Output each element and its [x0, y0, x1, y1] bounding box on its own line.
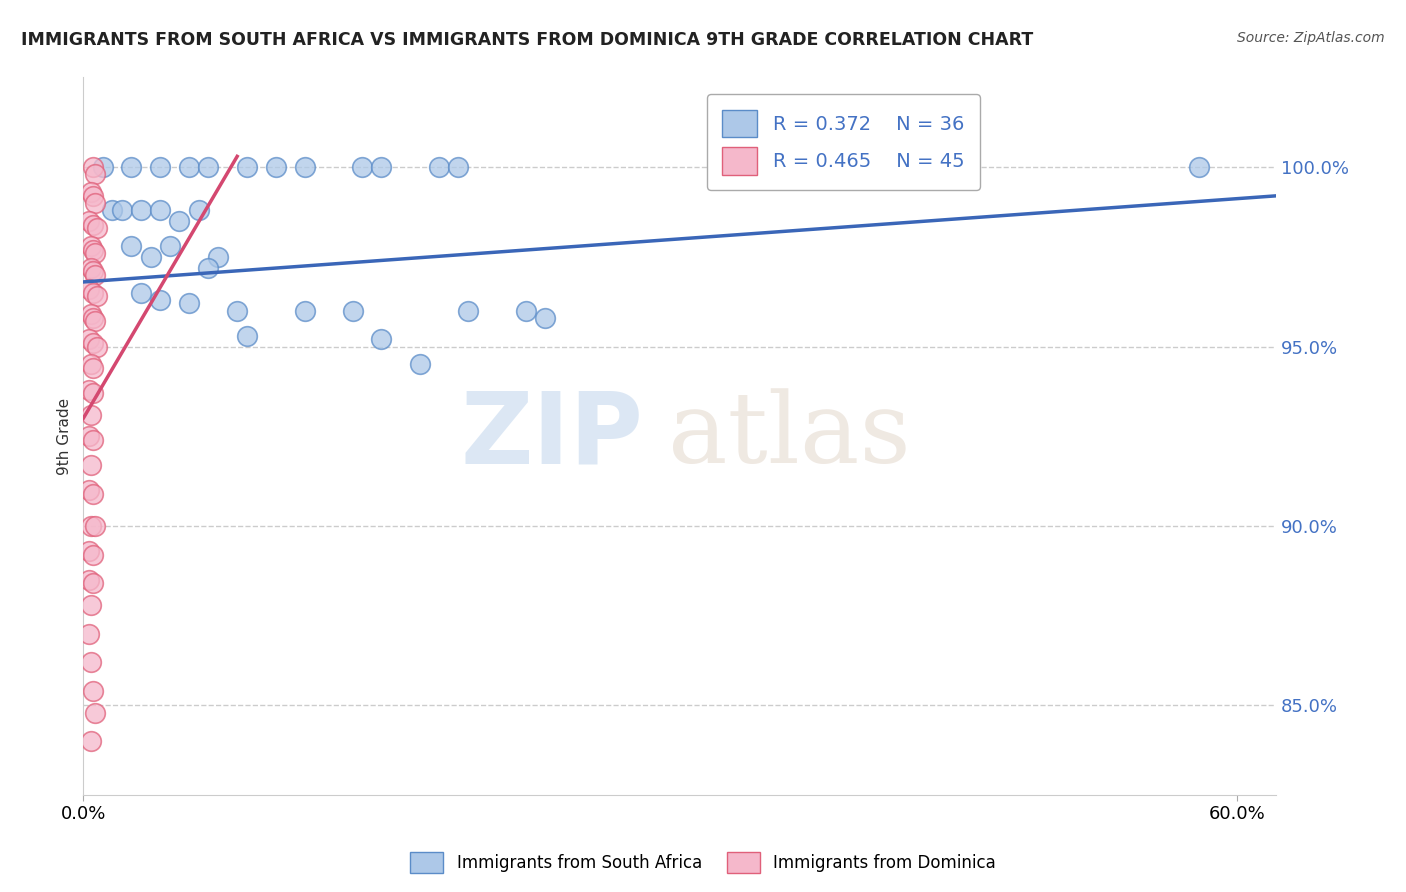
Point	[83, 519, 105, 533]
Point	[177, 160, 200, 174]
Point	[86, 340, 108, 354]
Point	[80, 260, 103, 275]
Point	[82, 218, 104, 232]
Text: atlas: atlas	[668, 388, 911, 484]
Point	[77, 626, 100, 640]
Point	[77, 383, 100, 397]
Point	[197, 260, 219, 275]
Point	[77, 544, 100, 558]
Point	[86, 289, 108, 303]
Point	[80, 655, 103, 669]
Point	[101, 203, 124, 218]
Point	[82, 548, 104, 562]
Point	[77, 214, 100, 228]
Point	[80, 734, 103, 748]
Point	[80, 408, 103, 422]
Point	[294, 303, 316, 318]
Point	[169, 214, 191, 228]
Point	[82, 285, 104, 300]
Point	[77, 573, 100, 587]
Point	[82, 264, 104, 278]
Point	[111, 203, 134, 218]
Point	[294, 160, 316, 174]
Point	[91, 160, 114, 174]
Point	[82, 335, 104, 350]
Point	[83, 167, 105, 181]
Point	[83, 706, 105, 720]
Point	[82, 684, 104, 698]
Point	[342, 303, 364, 318]
Legend: R = 0.372    N = 36, R = 0.465    N = 45: R = 0.372 N = 36, R = 0.465 N = 45	[707, 95, 980, 190]
Point	[80, 358, 103, 372]
Point	[236, 328, 259, 343]
Point	[120, 239, 142, 253]
Point	[80, 458, 103, 472]
Point	[80, 186, 103, 200]
Point	[83, 314, 105, 328]
Point	[83, 268, 105, 282]
Point	[80, 598, 103, 612]
Point	[77, 332, 100, 346]
Point	[534, 310, 557, 325]
Text: Source: ZipAtlas.com: Source: ZipAtlas.com	[1237, 31, 1385, 45]
Point	[515, 303, 537, 318]
Point	[149, 160, 172, 174]
Point	[352, 160, 374, 174]
Point	[129, 285, 152, 300]
Point	[236, 160, 259, 174]
Point	[82, 361, 104, 376]
Text: ZIP: ZIP	[461, 388, 644, 484]
Point	[82, 310, 104, 325]
Point	[207, 250, 229, 264]
Point	[80, 239, 103, 253]
Legend: Immigrants from South Africa, Immigrants from Dominica: Immigrants from South Africa, Immigrants…	[404, 846, 1002, 880]
Point	[187, 203, 209, 218]
Point	[197, 160, 219, 174]
Point	[177, 296, 200, 310]
Point	[82, 433, 104, 447]
Point	[447, 160, 470, 174]
Point	[370, 160, 392, 174]
Point	[120, 160, 142, 174]
Point	[82, 576, 104, 591]
Point	[1188, 160, 1211, 174]
Point	[77, 483, 100, 497]
Point	[82, 386, 104, 401]
Point	[409, 358, 432, 372]
Point	[370, 332, 392, 346]
Point	[129, 203, 152, 218]
Point	[80, 307, 103, 321]
Point	[226, 303, 249, 318]
Point	[264, 160, 287, 174]
Point	[149, 293, 172, 307]
Point	[457, 303, 479, 318]
Text: IMMIGRANTS FROM SOUTH AFRICA VS IMMIGRANTS FROM DOMINICA 9TH GRADE CORRELATION C: IMMIGRANTS FROM SOUTH AFRICA VS IMMIGRAN…	[21, 31, 1033, 49]
Point	[80, 519, 103, 533]
Point	[77, 282, 100, 296]
Point	[149, 203, 172, 218]
Point	[82, 243, 104, 257]
Point	[86, 221, 108, 235]
Y-axis label: 9th Grade: 9th Grade	[58, 398, 72, 475]
Point	[82, 160, 104, 174]
Point	[82, 189, 104, 203]
Point	[83, 196, 105, 211]
Point	[139, 250, 162, 264]
Point	[82, 486, 104, 500]
Point	[427, 160, 450, 174]
Point	[83, 246, 105, 260]
Point	[159, 239, 181, 253]
Point	[77, 429, 100, 443]
